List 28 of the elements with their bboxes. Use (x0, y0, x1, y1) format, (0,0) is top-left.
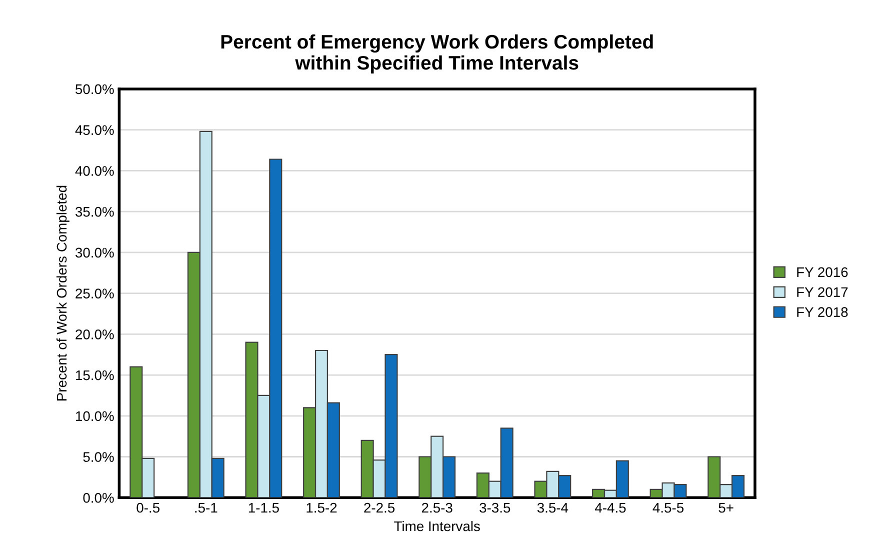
y-tick-label: 20.0% (76, 329, 114, 340)
y-tick-label: 50.0% (76, 84, 114, 94)
x-tick-label: .5-1 (195, 502, 218, 513)
x-tick-label: 2.5-3 (422, 502, 452, 513)
chart-title: Percent of Emergency Work Orders Completed within Specified Time Intervals (221, 34, 653, 74)
y-tick-label: 0.0% (83, 492, 114, 503)
legend-label: FY 2017 (797, 287, 848, 298)
y-tick-label: 25.0% (76, 288, 114, 298)
x-tick-label: 4-4.5 (594, 502, 626, 513)
legend-label: FY 2016 (797, 267, 848, 278)
x-tick-label: 1-1.5 (248, 502, 279, 513)
y-tick-label: 15.0% (76, 370, 114, 380)
legend-label: FY 2018 (797, 307, 848, 318)
x-tick-label: 3-3.5 (480, 502, 510, 513)
y-tick-label: 30.0% (75, 248, 114, 258)
x-tick-label: 2-2.5 (364, 502, 395, 513)
x-tick-label: 0-.5 (136, 502, 160, 513)
y-tick-label: 10.0% (76, 411, 114, 422)
x-tick-label: 5+ (718, 502, 734, 513)
x-tick-label: 4.5-5 (652, 502, 684, 513)
y-axis-title: Precent of Work Orders Completed (56, 186, 70, 400)
y-tick-label: 35.0% (75, 206, 114, 217)
y-tick-label: 5.0% (83, 452, 114, 462)
y-tick-label: 40.0% (75, 166, 114, 176)
x-tick-label: 1.5-2 (306, 502, 337, 513)
y-tick-label: 45.0% (75, 125, 114, 135)
x-tick-label: 3.5-4 (537, 502, 568, 513)
x-axis-title: Time Intervals (394, 520, 480, 532)
